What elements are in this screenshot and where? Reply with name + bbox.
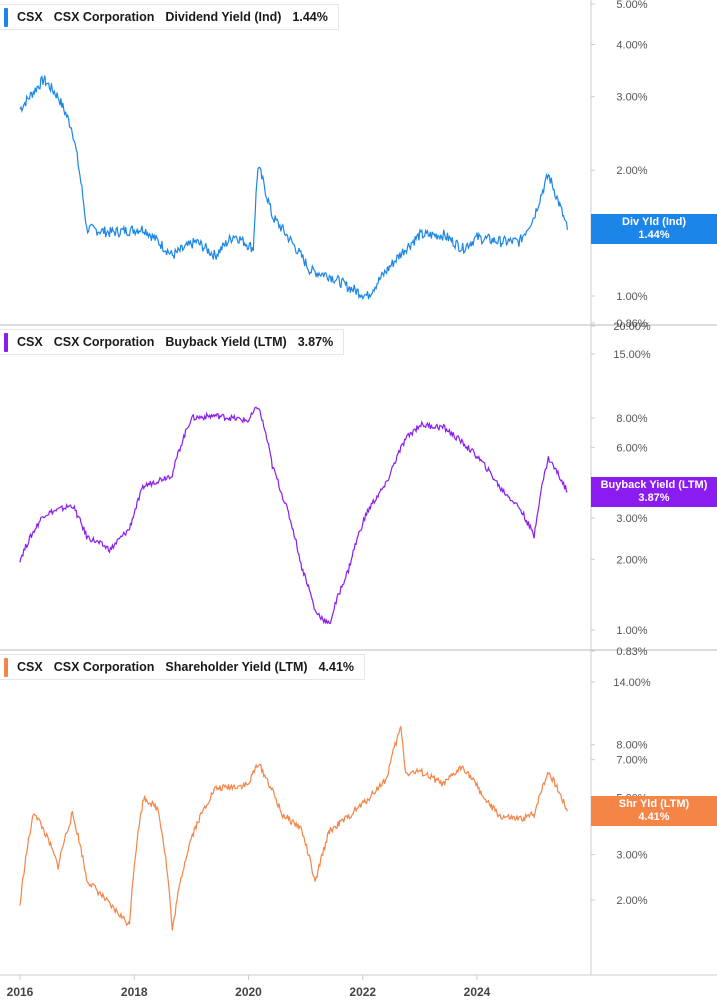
series-line-shareholder <box>19 726 568 931</box>
legend-dividend: CSX CSX Corporation Dividend Yield (Ind)… <box>0 4 339 30</box>
legend-swatch-dividend <box>4 7 8 27</box>
y-tick-label: 14.00% <box>613 677 651 689</box>
y-tick-label: 0.83% <box>616 646 647 658</box>
flag-shareholder: Shr Yld (LTM) 4.41% <box>591 796 717 826</box>
legend-metric: Buyback Yield (LTM) <box>165 335 287 349</box>
legend-company: CSX Corporation <box>53 10 155 24</box>
y-tick-label: 3.00% <box>616 513 647 525</box>
flag-label: Shr Yld (LTM) <box>618 798 690 810</box>
x-tick-label: 2018 <box>121 985 148 999</box>
y-tick-label: 15.00% <box>613 349 651 361</box>
y-tick-label: 0.86% <box>616 318 647 330</box>
legend-buyback: CSX CSX Corporation Buyback Yield (LTM) … <box>0 329 345 355</box>
flag-label: Buyback Yield (LTM) <box>600 479 708 491</box>
y-tick-label: 5.00% <box>616 0 647 11</box>
x-tick-label: 2020 <box>235 985 262 999</box>
legend-value: 3.87% <box>297 335 334 349</box>
y-tick-label: 1.00% <box>616 291 647 303</box>
flag-value: 3.87% <box>638 492 670 504</box>
x-tick-label: 2016 <box>7 985 34 999</box>
legend-value: 4.41% <box>318 660 355 674</box>
y-tick-label: 7.00% <box>616 755 647 767</box>
y-tick-label: 1.00% <box>616 625 647 637</box>
x-tick-label: 2024 <box>464 985 491 999</box>
legend-ticker: CSX <box>17 10 43 24</box>
legend-ticker: CSX <box>17 660 43 674</box>
series-line-dividend <box>19 74 568 301</box>
y-tick-label: 8.00% <box>616 740 647 752</box>
y-tick-label: 4.00% <box>616 39 647 51</box>
legend-metric: Dividend Yield (Ind) <box>165 10 282 24</box>
flag-value: 1.44% <box>638 229 670 241</box>
flag-value: 4.41% <box>638 811 670 823</box>
y-tick-label: 3.00% <box>616 850 647 862</box>
y-tick-label: 2.00% <box>616 165 647 177</box>
legend-metric: Shareholder Yield (LTM) <box>165 660 308 674</box>
y-tick-label: 2.00% <box>616 554 647 566</box>
flag-label: Div Yld (Ind) <box>622 216 686 228</box>
legend-company: CSX Corporation <box>53 660 155 674</box>
y-tick-label: 6.00% <box>616 442 647 454</box>
flag-dividend: Div Yld (Ind) 1.44% <box>591 214 717 244</box>
legend-swatch-shareholder <box>4 657 8 677</box>
legend-swatch-buyback <box>4 332 8 352</box>
y-tick-label: 2.00% <box>616 895 647 907</box>
y-tick-label: 3.00% <box>616 92 647 104</box>
x-tick-label: 2022 <box>349 985 376 999</box>
flag-buyback: Buyback Yield (LTM) 3.87% <box>591 477 717 507</box>
legend-shareholder: CSX CSX Corporation Shareholder Yield (L… <box>0 654 366 680</box>
legend-company: CSX Corporation <box>53 335 155 349</box>
y-tick-label: 8.00% <box>616 413 647 425</box>
legend-value: 1.44% <box>292 10 328 24</box>
series-line-buyback <box>19 406 568 625</box>
y-tick-label: 20.00% <box>613 321 651 333</box>
legend-ticker: CSX <box>17 335 43 349</box>
